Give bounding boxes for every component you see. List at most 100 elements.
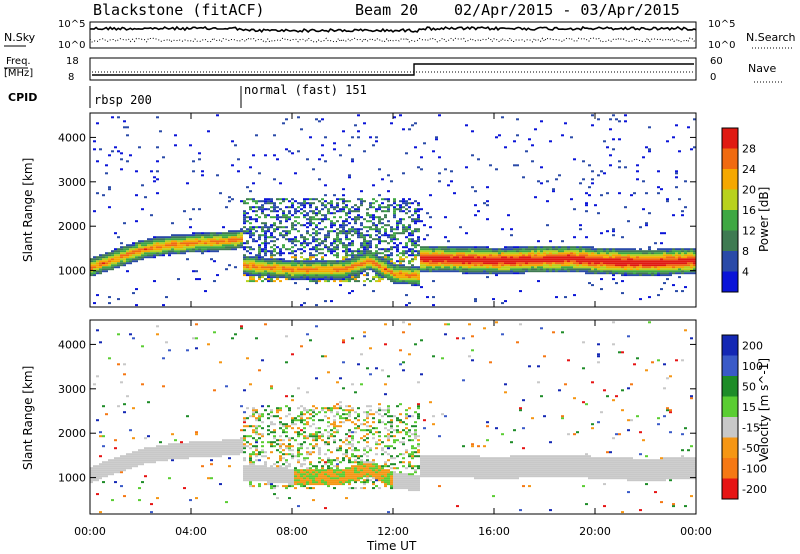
power-cell (630, 272, 633, 275)
power-cell (504, 252, 507, 255)
power-cell (387, 262, 390, 265)
velocity-cell (108, 469, 111, 472)
power-cell (294, 210, 297, 213)
power-cell (111, 252, 114, 255)
power-cell (357, 210, 360, 213)
power-cell (201, 244, 204, 247)
power-cell (288, 200, 291, 203)
velocity-cell (126, 463, 129, 466)
velocity-cell (141, 451, 144, 454)
power-cell (318, 270, 321, 273)
velocity-cell (294, 473, 297, 476)
power-cell (627, 256, 630, 259)
velocity-cell (147, 459, 150, 462)
power-cell (630, 248, 633, 251)
power-cell (546, 262, 549, 265)
power-cell (618, 262, 621, 265)
power-cell (444, 256, 447, 259)
velocity-cell (108, 459, 111, 462)
power-cell (534, 252, 537, 255)
power-cell (468, 258, 471, 261)
power-cell (324, 260, 327, 263)
power-cell (375, 228, 378, 231)
power-cell (636, 256, 639, 259)
power-cell (372, 260, 375, 263)
power-cell (99, 264, 102, 267)
velocity-cell (99, 465, 102, 468)
power-cell (387, 270, 390, 273)
power-cell (504, 268, 507, 271)
power-cell (348, 260, 351, 263)
power-cell (369, 244, 372, 247)
velocity-cell (318, 473, 321, 476)
power-cell (543, 268, 546, 271)
power-cell (579, 262, 582, 265)
velocity-cell (297, 471, 300, 474)
velocity-cell (327, 425, 330, 428)
power-cell (234, 238, 237, 241)
power-cell (279, 250, 282, 253)
power-cell (666, 200, 669, 203)
power-cell (558, 266, 561, 269)
power-cell (564, 296, 567, 299)
power-cell (300, 236, 303, 239)
velocity-cell (258, 425, 261, 428)
power-cell (561, 260, 564, 263)
power-cell (567, 246, 570, 249)
power-cell (360, 250, 363, 253)
power-cell (249, 246, 252, 249)
power-cell (516, 266, 519, 269)
power-cell (279, 254, 282, 257)
power-cell (120, 254, 123, 257)
power-cell (180, 248, 183, 251)
velocity-cell (258, 419, 261, 422)
power-cell (450, 266, 453, 269)
power-cell (279, 208, 282, 211)
velocity-cell (306, 469, 309, 472)
power-cell (255, 220, 258, 223)
velocity-cell (276, 465, 279, 468)
velocity-cell (186, 415, 189, 418)
power-cell (234, 246, 237, 249)
power-cell (330, 266, 333, 269)
velocity-cell (216, 455, 219, 458)
power-cell (561, 254, 564, 257)
power-cell (255, 218, 258, 221)
power-cell (684, 180, 687, 183)
velocity-cell (312, 475, 315, 478)
power-cell (606, 272, 609, 275)
velocity-cell (309, 479, 312, 482)
power-cell (351, 158, 354, 161)
power-cell (510, 266, 513, 269)
power-cell (501, 264, 504, 267)
power-cell (375, 270, 378, 273)
power-cell (183, 210, 186, 213)
power-cell (483, 266, 486, 269)
power-cell (231, 230, 234, 233)
power-cell (549, 256, 552, 259)
power-cell (486, 250, 489, 253)
velocity-cell (348, 405, 351, 408)
power-cell (357, 258, 360, 261)
power-cell (345, 262, 348, 265)
power-cell (633, 266, 636, 269)
power-cell (681, 272, 684, 275)
velocity-cell (267, 481, 270, 484)
power-cell (681, 268, 684, 271)
power-cell (261, 262, 264, 265)
power-cell (342, 228, 345, 231)
velocity-cell (351, 467, 354, 470)
power-cell (660, 248, 663, 251)
power-cell (330, 204, 333, 207)
power-cell (537, 258, 540, 261)
power-cell (384, 198, 387, 201)
power-cell (627, 272, 630, 275)
velocity-cell (303, 483, 306, 486)
power-cell (174, 134, 177, 137)
power-cell (432, 266, 435, 269)
velocity-cell (318, 451, 321, 454)
power-cell (312, 268, 315, 271)
power-cell (429, 258, 432, 261)
power-cell (603, 250, 606, 253)
power-cell (156, 246, 159, 249)
